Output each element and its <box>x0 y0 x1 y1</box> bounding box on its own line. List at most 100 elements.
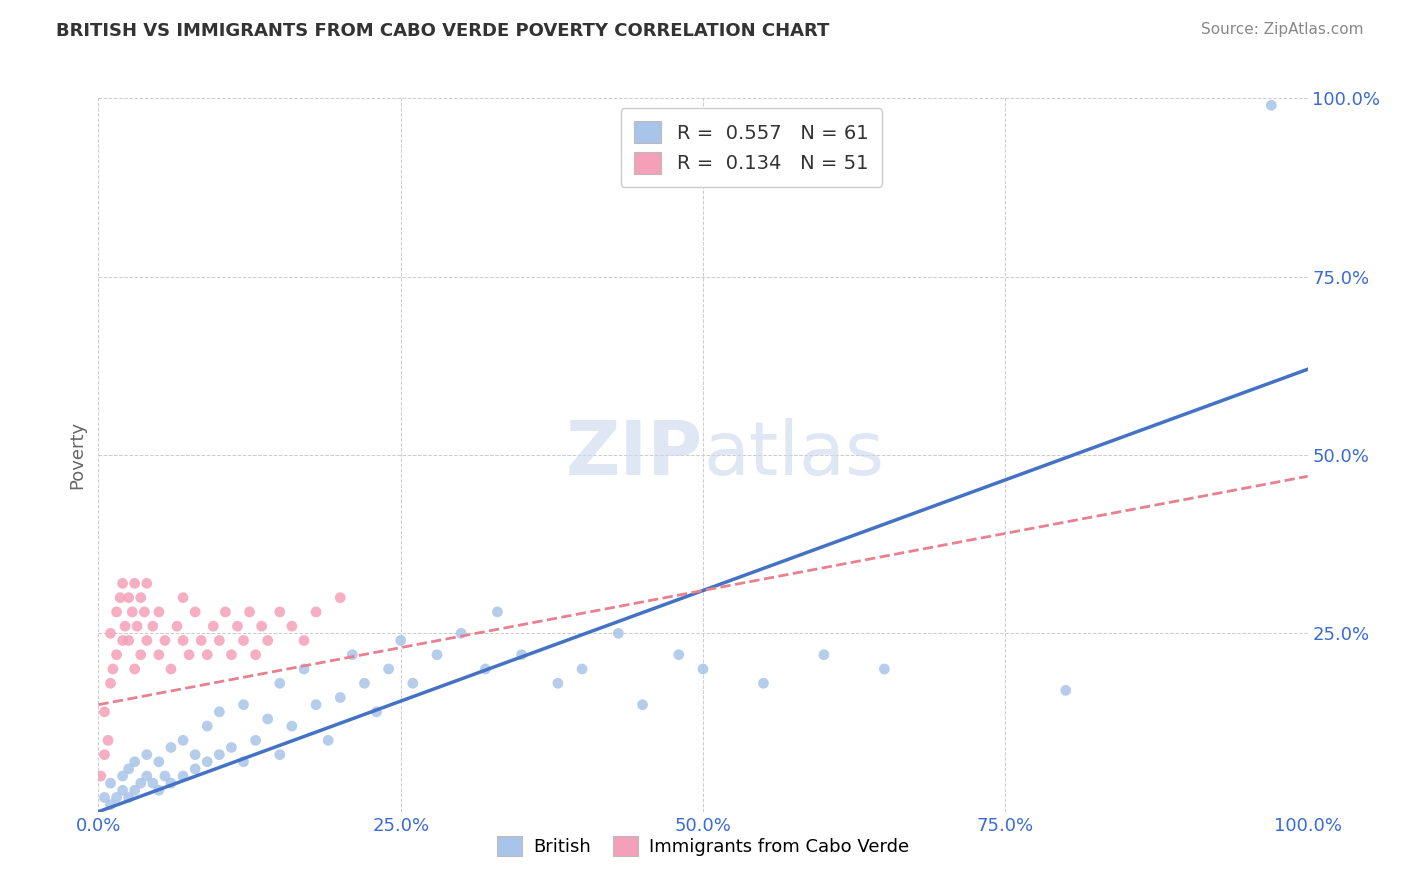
Point <box>232 698 254 712</box>
Point <box>250 619 273 633</box>
Point <box>100 626 122 640</box>
Point <box>353 676 375 690</box>
Point <box>111 783 134 797</box>
Point <box>226 619 249 633</box>
Point <box>184 762 207 776</box>
Text: Source: ZipAtlas.com: Source: ZipAtlas.com <box>1201 22 1364 37</box>
Point <box>101 662 124 676</box>
Point <box>547 676 569 690</box>
Point <box>281 619 304 633</box>
Y-axis label: Poverty: Poverty <box>69 421 87 489</box>
Point <box>100 676 122 690</box>
Point <box>142 776 165 790</box>
Point <box>160 776 183 790</box>
Point <box>692 662 714 676</box>
Point <box>571 662 593 676</box>
Point <box>389 633 412 648</box>
Point <box>232 633 254 648</box>
Point <box>118 762 141 776</box>
Point <box>129 776 152 790</box>
Point <box>135 747 157 762</box>
Point <box>510 648 533 662</box>
Point <box>366 705 388 719</box>
Point <box>127 619 149 633</box>
Point <box>305 698 328 712</box>
Point <box>105 605 128 619</box>
Point <box>121 605 143 619</box>
Point <box>256 633 278 648</box>
Point <box>221 648 243 662</box>
Point <box>208 633 231 648</box>
Point <box>148 755 170 769</box>
Point <box>752 676 775 690</box>
Point <box>100 797 122 812</box>
Point <box>97 733 120 747</box>
Text: ZIP: ZIP <box>565 418 703 491</box>
Point <box>153 633 176 648</box>
Point <box>142 619 165 633</box>
Point <box>172 591 194 605</box>
Point <box>135 633 157 648</box>
Point <box>631 698 654 712</box>
Point <box>245 648 267 662</box>
Point <box>214 605 236 619</box>
Point <box>281 719 304 733</box>
Point <box>105 648 128 662</box>
Point <box>160 662 183 676</box>
Point <box>93 790 115 805</box>
Point <box>111 576 134 591</box>
Point <box>179 648 201 662</box>
Point <box>172 733 194 747</box>
Point <box>195 719 218 733</box>
Text: atlas: atlas <box>703 418 884 491</box>
Point <box>90 769 112 783</box>
Point <box>153 769 176 783</box>
Point <box>813 648 835 662</box>
Point <box>114 619 136 633</box>
Point <box>316 733 339 747</box>
Text: BRITISH VS IMMIGRANTS FROM CABO VERDE POVERTY CORRELATION CHART: BRITISH VS IMMIGRANTS FROM CABO VERDE PO… <box>56 22 830 40</box>
Point <box>873 662 896 676</box>
Point <box>202 619 225 633</box>
Point <box>118 790 141 805</box>
Point <box>329 591 352 605</box>
Point <box>160 740 183 755</box>
Point <box>172 633 194 648</box>
Point <box>172 769 194 783</box>
Point <box>402 676 425 690</box>
Point <box>190 633 212 648</box>
Point <box>221 740 243 755</box>
Point <box>195 755 218 769</box>
Point <box>208 705 231 719</box>
Point <box>292 662 315 676</box>
Point <box>342 648 364 662</box>
Point <box>486 605 509 619</box>
Point <box>256 712 278 726</box>
Point <box>269 605 291 619</box>
Point <box>305 605 328 619</box>
Point <box>292 633 315 648</box>
Point <box>184 747 207 762</box>
Point <box>195 648 218 662</box>
Point <box>124 755 146 769</box>
Point <box>124 662 146 676</box>
Point <box>118 591 141 605</box>
Point <box>269 676 291 690</box>
Point <box>474 662 496 676</box>
Point <box>124 576 146 591</box>
Point <box>100 776 122 790</box>
Point <box>108 591 131 605</box>
Point <box>232 755 254 769</box>
Point <box>329 690 352 705</box>
Point <box>148 648 170 662</box>
Point <box>111 769 134 783</box>
Point <box>208 747 231 762</box>
Point <box>148 605 170 619</box>
Point <box>245 733 267 747</box>
Point <box>607 626 630 640</box>
Point <box>129 591 152 605</box>
Point <box>426 648 449 662</box>
Point <box>129 648 152 662</box>
Point <box>166 619 188 633</box>
Legend: British, Immigrants from Cabo Verde: British, Immigrants from Cabo Verde <box>489 829 917 863</box>
